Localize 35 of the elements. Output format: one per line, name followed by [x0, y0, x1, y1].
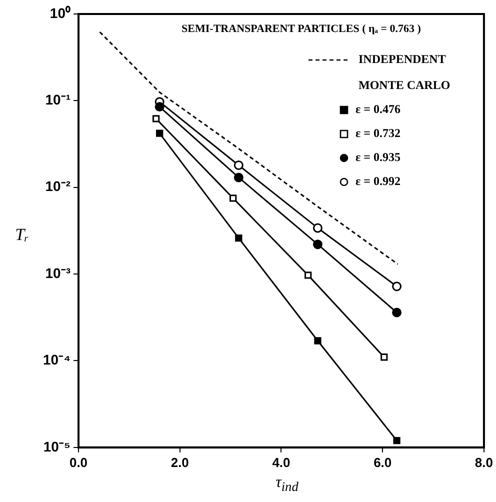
point: [230, 194, 237, 202]
point: [154, 102, 164, 112]
legend-label: ε = 0.732: [355, 126, 400, 140]
point: [235, 234, 242, 242]
point: [392, 282, 402, 292]
y-tick-label: 10⁻²: [45, 178, 71, 194]
legend-label: ε = 0.992: [355, 174, 400, 188]
point: [304, 272, 312, 279]
point: [234, 160, 244, 170]
x-tick-label: 6.0: [374, 454, 392, 470]
x-tick-label: 2.0: [170, 454, 189, 470]
x-axis-title: τ$_{ind}$: [274, 474, 300, 496]
point: [312, 240, 322, 250]
legend-title: MONTE CARLO: [358, 78, 450, 92]
y-tick-label: 10⁻⁵: [43, 438, 70, 454]
y-tick-label: 10⁻⁴: [42, 352, 71, 368]
legend-label: INDEPENDENT: [358, 52, 446, 66]
y-tick-label: 10⁰: [50, 4, 70, 21]
legend-label: ε = 0.476: [355, 102, 400, 116]
text: SEMI-TRANSPARENT PARTICLES ( ηₐ = 0.763 ): [182, 22, 422, 35]
x-tick-label: 4.0: [272, 454, 290, 470]
point: [156, 130, 164, 137]
point: [234, 172, 244, 182]
point: [380, 354, 388, 361]
y-tick-label: 10⁻¹: [45, 92, 71, 108]
point: [152, 115, 160, 122]
point: [312, 223, 322, 233]
point: [392, 308, 402, 318]
x-tick-label: 8.0: [474, 454, 494, 470]
x-tick-label: 0.0: [69, 454, 88, 470]
legend-label: ε = 0.935: [355, 150, 400, 164]
point: [314, 337, 322, 344]
y-axis-title: Tᵣ: [14, 225, 30, 245]
point: [393, 436, 400, 444]
y-tick-label: 10⁻³: [45, 264, 71, 281]
